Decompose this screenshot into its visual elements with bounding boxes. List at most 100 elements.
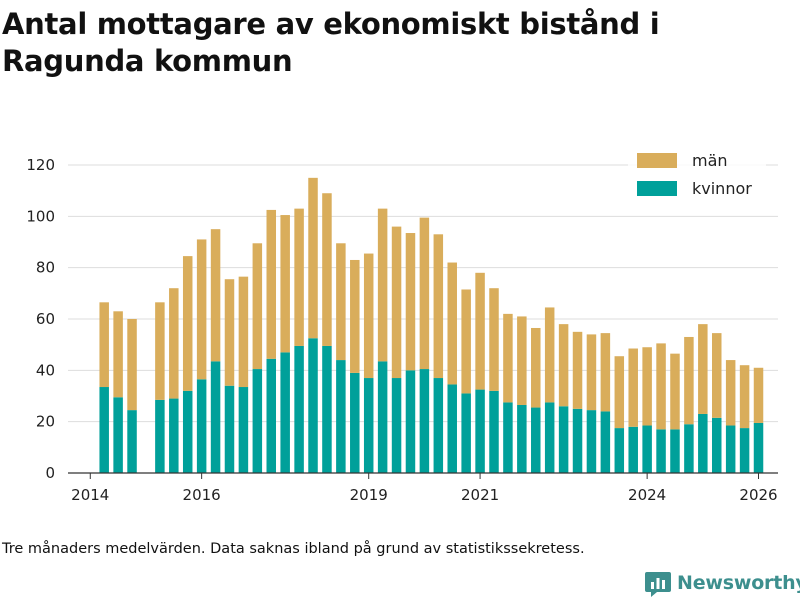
bar-man <box>489 288 499 391</box>
bar-man <box>405 233 416 371</box>
bar-kvinnor <box>363 378 374 473</box>
bar-man <box>544 307 555 403</box>
bar-man <box>711 333 722 418</box>
bar-man <box>336 243 346 361</box>
bar-kvinnor <box>544 402 555 473</box>
bar-man <box>350 259 360 373</box>
legend-swatch <box>637 153 677 168</box>
bar-kvinnor <box>670 429 680 473</box>
bar-kvinnor <box>169 398 179 473</box>
bar-man <box>558 324 569 407</box>
bar-man <box>503 313 513 403</box>
bar-man <box>363 253 374 379</box>
bar-man <box>127 319 137 411</box>
bar-man <box>475 272 485 390</box>
bar-man <box>725 360 736 426</box>
bar-man <box>169 288 179 399</box>
y-tick-label: 120 <box>26 156 55 174</box>
newsworthy-logo-icon <box>645 572 671 597</box>
bar-kvinnor <box>252 369 263 473</box>
bar-man <box>224 279 235 386</box>
bar-man <box>294 208 304 346</box>
bar-man <box>447 262 457 385</box>
bar-kvinnor <box>711 417 722 473</box>
bar-man <box>252 243 263 370</box>
bar-man <box>182 256 193 391</box>
bar-man <box>684 336 694 425</box>
bar-kvinnor <box>350 372 360 473</box>
bar-man <box>238 276 249 388</box>
legend-swatch <box>637 181 677 196</box>
bar-kvinnor <box>656 429 666 473</box>
bar-man <box>753 367 764 423</box>
bar-kvinnor <box>572 408 583 473</box>
bar-kvinnor <box>377 361 388 473</box>
bar-man <box>377 208 388 362</box>
bar-man <box>266 209 277 359</box>
bar-kvinnor <box>447 384 457 473</box>
y-tick-label: 40 <box>36 361 55 379</box>
bar-man <box>642 347 652 426</box>
y-tick-label: 80 <box>36 259 55 277</box>
newsworthy-logo: Newsworthy <box>645 568 800 598</box>
bar-kvinnor <box>698 413 708 473</box>
y-axis-tick-labels: 0 20 40 60 80 100 120 <box>26 156 55 482</box>
bar-kvinnor <box>614 428 625 473</box>
bar-kvinnor <box>113 397 123 473</box>
bar-man <box>419 217 430 370</box>
bar-man <box>614 356 625 429</box>
bar-man <box>600 333 611 412</box>
legend-label: kvinnor <box>692 179 752 198</box>
bar-man <box>698 324 708 414</box>
bar-man <box>531 327 541 408</box>
bar-man <box>670 353 680 430</box>
bar-kvinnor <box>391 378 402 473</box>
bar-man <box>628 348 638 427</box>
bar-kvinnor <box>586 410 597 473</box>
bar-man <box>517 316 527 405</box>
y-tick-label: 20 <box>36 413 55 431</box>
bar-kvinnor <box>503 402 513 473</box>
bar-kvinnor <box>155 399 165 473</box>
bar-kvinnor <box>475 389 485 473</box>
bar-kvinnor <box>280 352 290 473</box>
bar-kvinnor <box>531 407 541 473</box>
bar-kvinnor <box>336 360 346 473</box>
bar-kvinnor <box>224 385 235 473</box>
chart-title: Antal mottagare av ekonomiskt bistånd i … <box>2 7 660 78</box>
bar-man <box>322 193 332 346</box>
newsworthy-logo-text: Newsworthy <box>677 572 800 594</box>
bar-kvinnor <box>127 410 137 473</box>
bar-kvinnor <box>558 406 569 473</box>
bar-kvinnor <box>322 345 332 473</box>
bar-man <box>99 302 109 388</box>
bar-kvinnor <box>196 379 207 473</box>
x-tick-label: 2016 <box>183 486 221 504</box>
bar-man <box>433 234 444 379</box>
bar-kvinnor <box>489 390 499 473</box>
x-tick-label: 2024 <box>628 486 666 504</box>
bar-kvinnor <box>517 404 527 473</box>
bar-man <box>155 302 165 400</box>
bar-kvinnor <box>99 387 109 473</box>
x-tick-label: 2014 <box>71 486 109 504</box>
footnote: Tre månaders medelvärden. Data saknas ib… <box>2 541 585 557</box>
bar-man <box>280 215 290 353</box>
bar-man <box>461 289 471 394</box>
legend: män kvinnor <box>628 148 766 210</box>
bar-kvinnor <box>308 338 318 473</box>
bar-kvinnor <box>294 345 304 473</box>
bar-kvinnor <box>266 358 277 473</box>
bar-kvinnor <box>210 361 221 473</box>
y-tick-label: 60 <box>36 310 55 328</box>
bar-kvinnor <box>642 425 652 473</box>
bar-kvinnor <box>753 422 764 473</box>
legend-label: män <box>692 151 728 170</box>
bar-man <box>586 334 597 411</box>
bars <box>99 177 764 473</box>
bar-man <box>113 311 123 398</box>
y-tick-label: 100 <box>26 207 55 225</box>
bar-man <box>739 365 750 429</box>
bar-man <box>656 343 666 430</box>
